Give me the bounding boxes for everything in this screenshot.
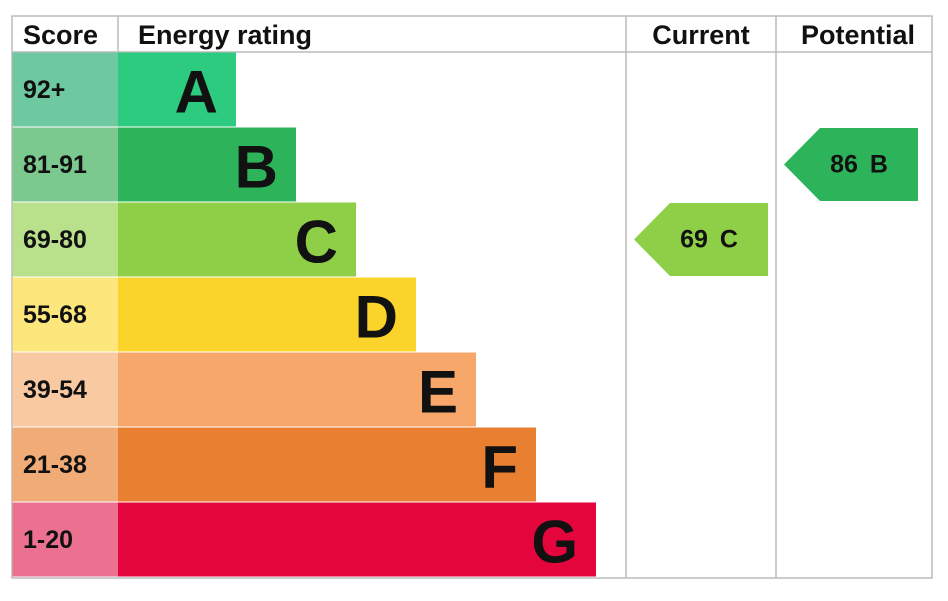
score-label: 21-38 <box>23 451 87 479</box>
rating-bar <box>118 127 296 202</box>
score-label: 92+ <box>23 76 65 104</box>
grid <box>11 15 933 579</box>
rating-bar <box>118 277 416 352</box>
score-label: 55-68 <box>23 301 87 329</box>
current-letter: C <box>720 226 738 254</box>
rating-letter: E <box>418 359 458 426</box>
header-potential: Potential <box>801 20 915 50</box>
rating-letter: D <box>355 284 398 351</box>
potential-letter: B <box>870 151 888 179</box>
rating-letter: F <box>481 434 518 501</box>
header-rating: Energy rating <box>138 20 312 50</box>
rating-letter: B <box>235 134 278 201</box>
rating-letter: G <box>531 509 578 576</box>
score-cell <box>12 502 119 577</box>
frame <box>11 15 933 579</box>
rating-bar <box>118 502 596 577</box>
score-label: 69-80 <box>23 226 87 254</box>
header-score: Score <box>23 20 98 50</box>
score-cell <box>12 202 119 277</box>
score-label: 39-54 <box>23 376 87 404</box>
potential-arrow <box>784 128 918 201</box>
score-cell <box>12 52 119 127</box>
rating-bar <box>118 352 476 427</box>
rating-letter: A <box>175 59 218 126</box>
rating-letter: C <box>295 209 338 276</box>
score-cell <box>12 277 119 352</box>
score-cell <box>12 352 119 427</box>
rating-bar <box>118 52 236 127</box>
current-arrow <box>634 203 768 276</box>
potential-label: 86 B <box>830 151 888 179</box>
score-cell <box>12 427 119 502</box>
header-current: Current <box>652 20 750 50</box>
rating-bar <box>118 427 536 502</box>
score-label: 1-20 <box>23 526 73 554</box>
score-cell <box>12 127 119 202</box>
current-value: 69 <box>680 226 708 254</box>
score-label: 81-91 <box>23 151 87 179</box>
potential-value: 86 <box>830 151 858 179</box>
rating-bar <box>118 202 356 277</box>
current-label: 69 C <box>680 226 738 254</box>
